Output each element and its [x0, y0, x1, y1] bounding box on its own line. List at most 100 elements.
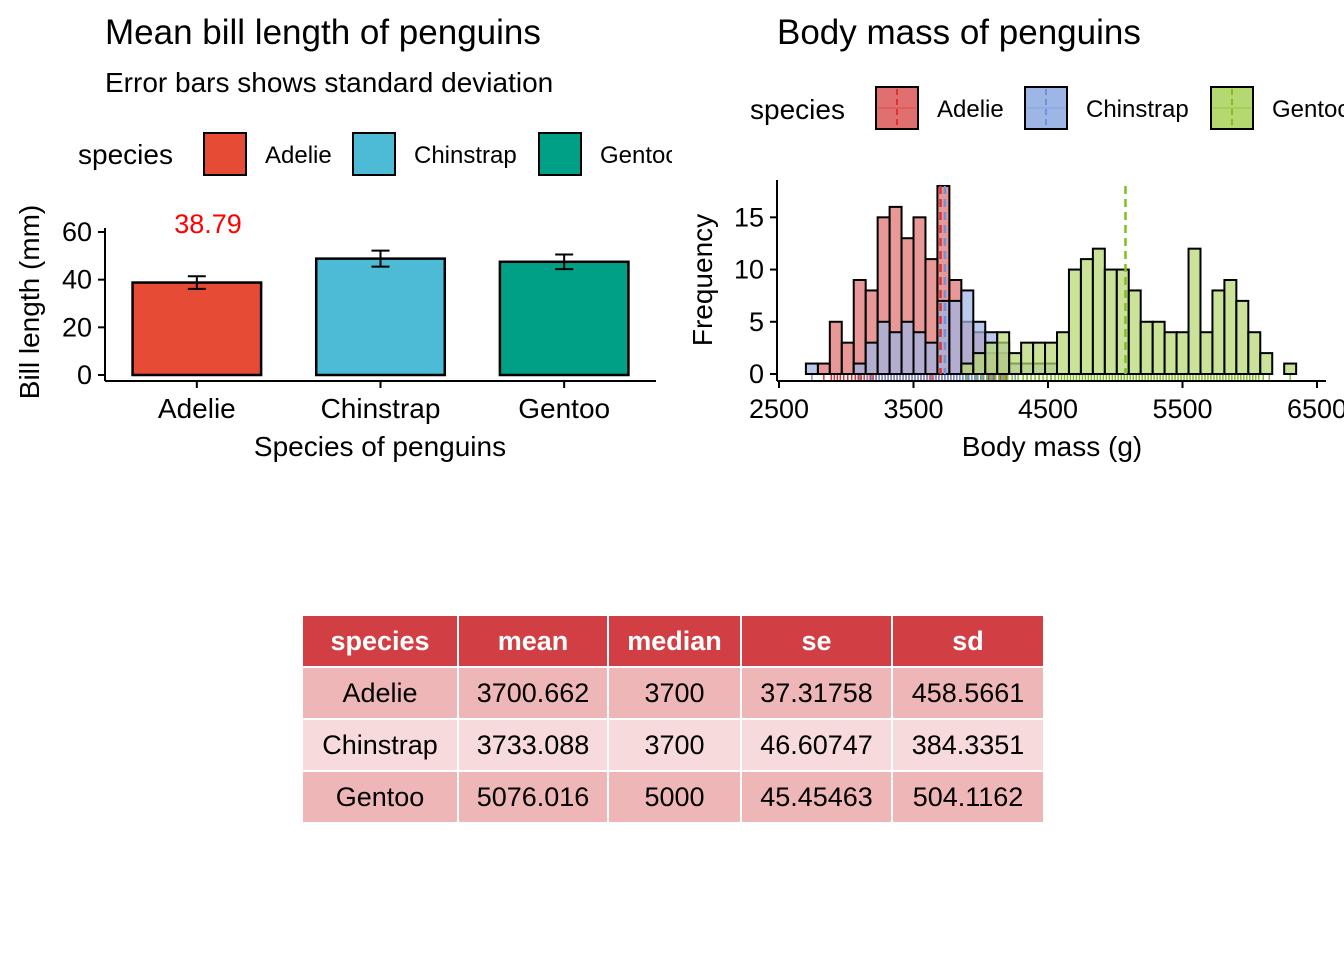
header-se: se [741, 616, 893, 668]
histogram-bar [828, 320, 843, 375]
histogram-bar [1175, 331, 1190, 376]
legend-label-gentoo: Gentoo [600, 142, 679, 169]
histogram-bar [924, 341, 939, 375]
histogram-bar [816, 362, 831, 375]
cell-se: 45.45463 [741, 771, 893, 824]
histogram-x-tick-label: 3500 [883, 394, 943, 424]
legend-label-chinstrap: Chinstrap [414, 142, 517, 169]
legend-label-gentoo: Gentoo [1272, 96, 1344, 123]
histogram-bar [936, 299, 951, 375]
cell-mean: 5076.016 [458, 771, 609, 824]
histogram-bar [804, 362, 819, 375]
histogram-bar [960, 289, 975, 376]
histogram-bar [1163, 331, 1178, 376]
bar-y-tick-label: 40 [62, 265, 92, 295]
histogram-bar [1091, 247, 1106, 376]
bar-chart-title: Mean bill length of penguins [105, 13, 541, 52]
header-mean: mean [458, 616, 609, 668]
cell-se: 46.60747 [741, 719, 893, 772]
figure-canvas: Mean bill length of penguins Error bars … [14, 13, 1344, 462]
cell-sd: 458.5661 [892, 667, 1045, 720]
histogram-bar [1151, 320, 1166, 375]
histogram-x-axis: 2500 3500 4500 5500 6500 [749, 380, 1344, 424]
histogram-bar [852, 279, 867, 375]
histogram-bar [1115, 268, 1130, 375]
header-species: species [303, 616, 459, 668]
histogram-bar [1127, 289, 1142, 376]
cell-sd: 504.1162 [892, 771, 1045, 824]
cell-mean: 3700.662 [458, 667, 609, 720]
histogram-bar [888, 331, 903, 376]
histogram-bar [984, 341, 999, 375]
histogram-bar [996, 331, 1011, 376]
histogram-bar [1079, 258, 1094, 375]
table-row: Adelie 3700.662 3700 37.31758 458.5661 [303, 667, 1045, 720]
bar-x-tick-label: Adelie [158, 393, 236, 424]
bar-chinstrap [314, 257, 447, 377]
histogram-series-gentoo [960, 247, 1298, 376]
histogram-bar [1199, 331, 1214, 376]
bar-adelie [131, 281, 263, 377]
bar-chart-x-title: Species of penguins [254, 431, 506, 462]
histogram-bar [1008, 352, 1023, 376]
histogram-bar [1247, 331, 1262, 376]
histogram-bar [876, 320, 891, 375]
histogram-x-title: Body mass (g) [962, 431, 1143, 462]
histogram-x-tick-label: 4500 [1018, 394, 1078, 424]
histogram-title: Body mass of penguins [777, 13, 1141, 52]
histogram-y-axis: 0 5 10 15 [734, 180, 778, 389]
histogram-y-tick-label: 10 [734, 255, 764, 285]
cell-median: 3700 [608, 667, 742, 720]
legend-key-gentoo [538, 132, 582, 176]
bar-chart-y-axis: 0 20 40 60 [62, 217, 106, 390]
legend-label-adelie: Adelie [265, 142, 332, 169]
histogram-bar [1055, 331, 1070, 376]
histogram-plot-area [804, 185, 1298, 381]
histogram-bar [960, 362, 975, 375]
histogram-bar [948, 299, 963, 375]
histogram-bar [1139, 320, 1154, 375]
bar-chart-data-label: 38.79 [174, 209, 242, 239]
cell-species: Gentoo [303, 771, 459, 824]
bar-x-tick-label: Chinstrap [321, 393, 441, 424]
histogram-bar [1044, 341, 1058, 375]
histogram-bar [972, 352, 987, 376]
legend-key-chinstrap [352, 132, 396, 176]
cell-se: 37.31758 [741, 667, 893, 720]
bar-chart-y-title: Bill length (mm) [14, 205, 45, 399]
bar-y-tick-label: 60 [62, 217, 92, 247]
bar-x-tick-label: Gentoo [518, 393, 610, 424]
table-row: Chinstrap 3733.088 3700 46.60747 384.335… [303, 719, 1045, 772]
bar-chart-legend: species Adelie Chinstrap Gentoo [78, 132, 679, 176]
histogram-y-title: Frequency [687, 214, 718, 346]
bar-chart-subtitle: Error bars shows standard deviation [105, 67, 553, 98]
header-median: median [608, 616, 742, 668]
histogram-bar [1067, 268, 1082, 375]
histogram-legend-title: species [750, 94, 845, 125]
histogram-y-tick-label: 5 [749, 307, 764, 337]
legend-key-adelie [203, 132, 247, 176]
cell-species: Adelie [303, 667, 459, 720]
histogram-bar [900, 320, 915, 375]
histogram-bar [840, 341, 855, 375]
histogram-x-tick-label: 5500 [1152, 394, 1212, 424]
legend-label-chinstrap: Chinstrap [1086, 96, 1189, 123]
histogram-bar [1020, 341, 1035, 375]
legend-label-adelie: Adelie [937, 96, 1004, 123]
histogram-bar [1259, 352, 1274, 376]
header-sd: sd [892, 616, 1045, 668]
bar-gentoo [498, 260, 630, 377]
histogram-x-tick-label: 6500 [1287, 394, 1344, 424]
histogram-y-tick-label: 15 [734, 202, 764, 232]
histogram-bar [912, 331, 927, 376]
histogram-y-tick-label: 0 [749, 359, 764, 389]
bar-chart-plot-area [131, 249, 630, 377]
histogram-bar [1223, 279, 1238, 375]
bar-chart: Mean bill length of penguins Error bars … [14, 13, 679, 462]
histogram-legend: species Adelie Chinstrap Gentoo [750, 86, 1344, 130]
histogram-bar [1187, 247, 1202, 376]
histogram-bar [1211, 289, 1226, 376]
histogram-bar [1032, 341, 1047, 375]
cell-mean: 3733.088 [458, 719, 609, 772]
table-header-row: species mean median se sd [303, 616, 1045, 668]
